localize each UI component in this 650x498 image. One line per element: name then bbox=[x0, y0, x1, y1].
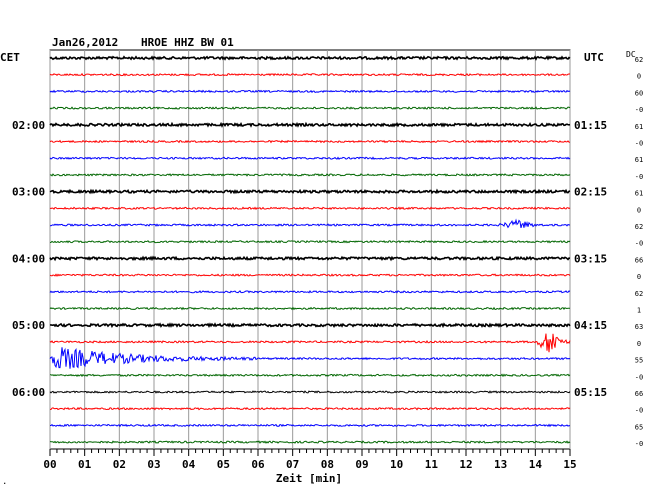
x-tick-label: 04 bbox=[182, 458, 196, 471]
x-tick-label: 02 bbox=[113, 458, 126, 471]
dc-offset-label: -0 bbox=[635, 373, 643, 381]
dc-offset-label: 61 bbox=[635, 123, 643, 131]
x-tick-label: 07 bbox=[286, 458, 299, 471]
right-hour-label: 01:15 bbox=[574, 119, 607, 132]
right-hour-label: 02:15 bbox=[574, 186, 607, 199]
right-hour-label: 04:15 bbox=[574, 319, 607, 332]
seismic-trace bbox=[50, 157, 570, 159]
seismic-trace bbox=[50, 190, 570, 192]
chart-station: HROE HHZ BW 01 bbox=[141, 36, 234, 49]
seismic-trace bbox=[50, 57, 570, 59]
dc-offset-label: 0 bbox=[637, 73, 641, 81]
x-tick-label: 11 bbox=[425, 458, 439, 471]
x-tick-label: 06 bbox=[251, 458, 265, 471]
dc-offset-label: 61 bbox=[635, 190, 643, 198]
seismic-trace bbox=[50, 334, 570, 353]
x-axis-title: Zeit [min] bbox=[276, 472, 342, 485]
dc-offset-label: 0 bbox=[637, 273, 641, 281]
x-tick-label: 10 bbox=[390, 458, 403, 471]
seismic-trace bbox=[50, 347, 570, 368]
left-hour-label: 02:00 bbox=[12, 119, 45, 132]
x-tick-label: 14 bbox=[529, 458, 543, 471]
seismic-trace bbox=[50, 124, 570, 126]
seismic-trace bbox=[50, 374, 570, 376]
seismic-trace bbox=[50, 241, 570, 243]
x-tick-label: 00 bbox=[43, 458, 56, 471]
chart-date: Jan26,2012 bbox=[52, 36, 118, 49]
dc-offset-label: 0 bbox=[637, 340, 641, 348]
seismic-trace bbox=[50, 408, 570, 410]
seismic-trace bbox=[50, 91, 570, 93]
plot-frame bbox=[50, 50, 570, 449]
seismic-trace bbox=[50, 220, 570, 228]
dc-offset-label: -0 bbox=[635, 240, 643, 248]
seismic-trace bbox=[50, 441, 570, 443]
seismic-trace bbox=[50, 274, 570, 276]
dc-offset-label: 66 bbox=[635, 390, 643, 398]
right-hour-label: 03:15 bbox=[574, 252, 607, 265]
dc-offset-label: 1 bbox=[637, 307, 641, 315]
seismic-trace bbox=[50, 391, 570, 393]
left-hour-label: 04:00 bbox=[12, 252, 45, 265]
dc-offset-label: -0 bbox=[635, 173, 643, 181]
seismic-trace bbox=[50, 107, 570, 109]
dc-offset-label: 62 bbox=[635, 290, 643, 298]
x-tick-label: 13 bbox=[494, 458, 507, 471]
dc-offset-label: 65 bbox=[635, 423, 643, 431]
seismic-trace bbox=[50, 74, 570, 76]
seismic-trace bbox=[50, 174, 570, 176]
x-tick-label: 03 bbox=[147, 458, 160, 471]
x-tick-label: 09 bbox=[355, 458, 368, 471]
dc-offset-label: -0 bbox=[635, 440, 643, 448]
x-tick-label: 01 bbox=[78, 458, 92, 471]
left-hour-label: 05:00 bbox=[12, 319, 45, 332]
corner-mark: . bbox=[2, 477, 7, 487]
x-tick-label: 08 bbox=[321, 458, 334, 471]
dc-offset-label: 66 bbox=[635, 256, 643, 264]
seismic-trace bbox=[50, 324, 570, 326]
dc-offset-label: -0 bbox=[635, 106, 643, 114]
seismic-trace bbox=[50, 308, 570, 310]
dc-offset-label: 61 bbox=[635, 156, 643, 164]
seismic-trace bbox=[50, 141, 570, 143]
dc-offset-label: -0 bbox=[635, 407, 643, 415]
x-tick-label: 05 bbox=[217, 458, 230, 471]
dc-offset-label: 62 bbox=[635, 56, 643, 64]
dc-offset-label: 62 bbox=[635, 223, 643, 231]
dc-offset-label: 0 bbox=[637, 206, 641, 214]
dc-offset-label: -0 bbox=[635, 140, 643, 148]
x-tick-label: 15 bbox=[563, 458, 576, 471]
dc-offset-label: 55 bbox=[635, 357, 643, 365]
seismic-trace bbox=[50, 257, 570, 259]
left-timezone-label: CET bbox=[0, 51, 20, 64]
dc-offset-label: 60 bbox=[635, 89, 643, 97]
seismic-trace bbox=[50, 291, 570, 293]
left-hour-label: 03:00 bbox=[12, 186, 45, 199]
left-hour-label: 06:00 bbox=[12, 386, 45, 399]
seismic-trace bbox=[50, 207, 570, 209]
seismic-trace bbox=[50, 425, 570, 427]
dc-offset-label: 63 bbox=[635, 323, 643, 331]
right-hour-label: 05:15 bbox=[574, 386, 607, 399]
x-tick-label: 12 bbox=[459, 458, 472, 471]
right-timezone-label: UTC bbox=[584, 51, 604, 64]
